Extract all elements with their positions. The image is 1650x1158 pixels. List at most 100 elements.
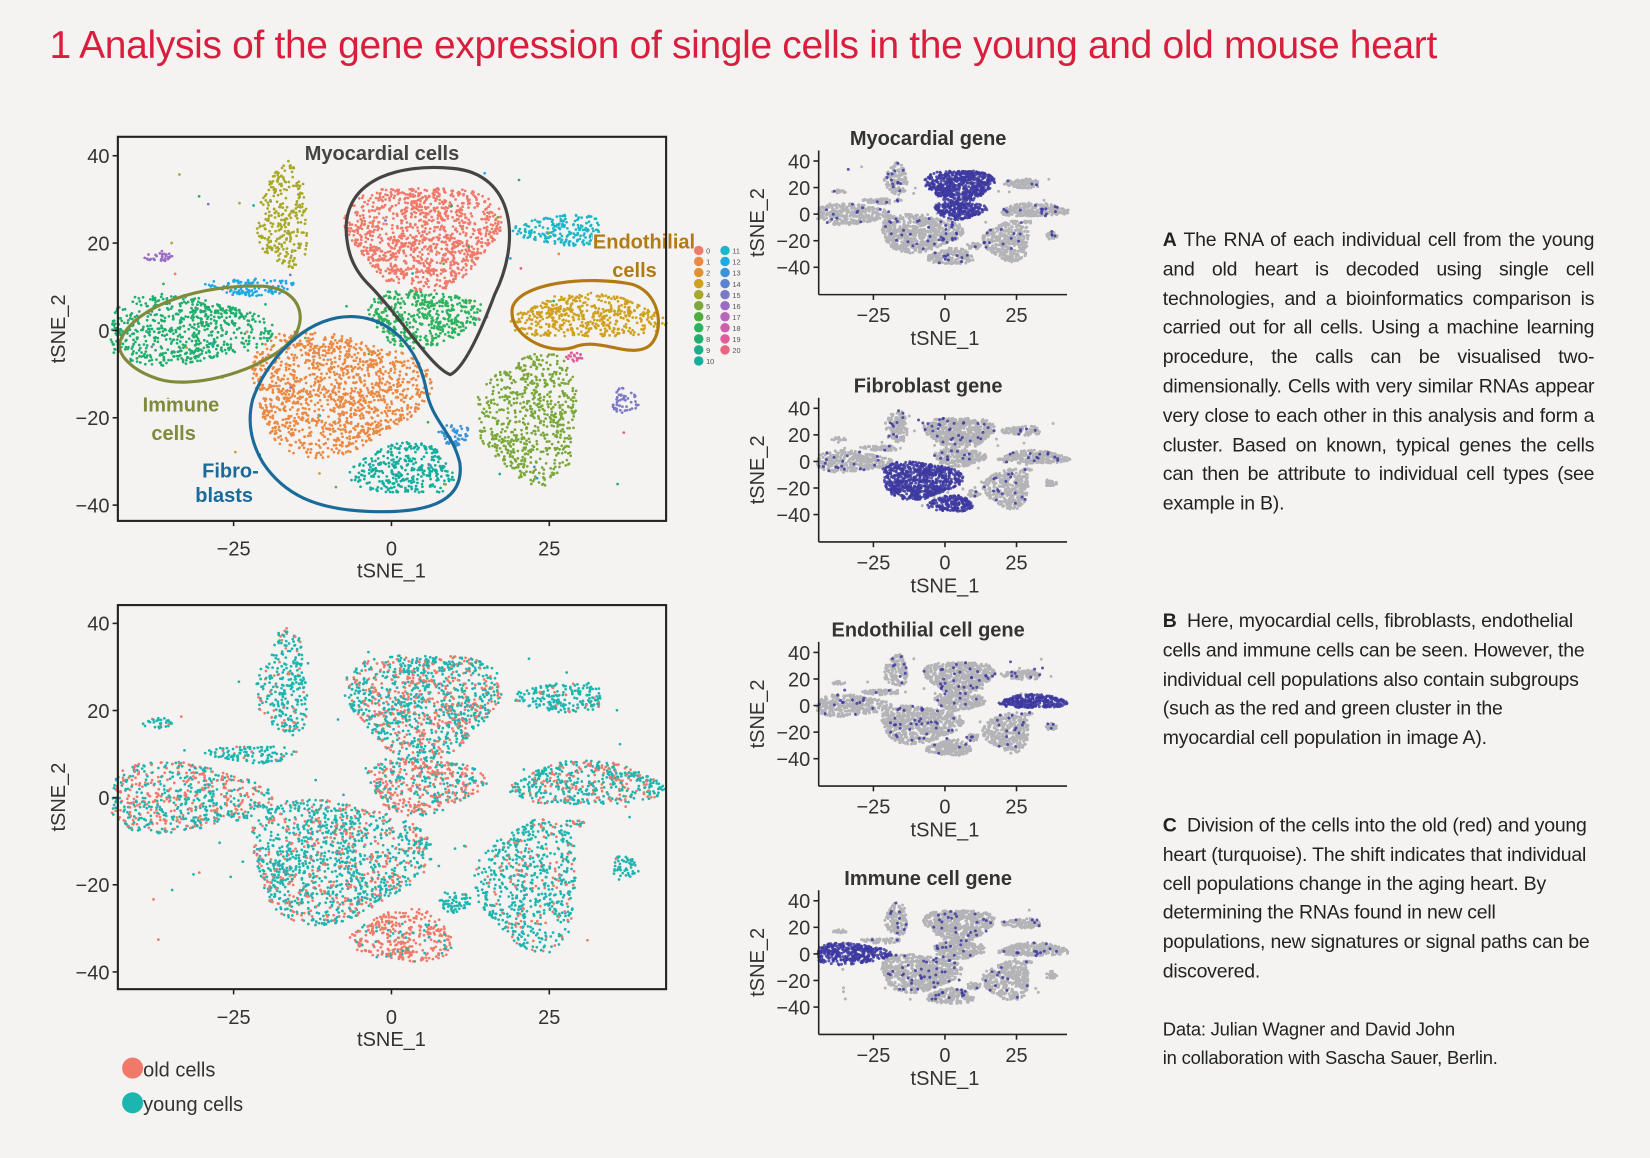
cell-point: [383, 383, 387, 386]
cell-point: [386, 290, 390, 294]
cell-point: [376, 423, 379, 427]
cell-point: [416, 328, 419, 331]
cell-point: [435, 278, 439, 282]
cell-point: [630, 301, 634, 305]
cell-point: [284, 389, 288, 393]
cell-point: [539, 304, 543, 308]
cell-point: [304, 375, 308, 379]
cell-point: [395, 480, 399, 483]
cell-point: [376, 450, 380, 454]
cell-point: [454, 319, 458, 323]
cell-point: [541, 301, 545, 305]
cell-point: [327, 389, 330, 393]
cell-point: [522, 373, 526, 377]
cell-point: [125, 314, 129, 318]
cell-point: [334, 339, 337, 342]
cell-point: [391, 391, 395, 395]
cell-point: [217, 311, 220, 315]
cell-point: [373, 472, 377, 476]
cell-point: [445, 243, 448, 247]
cell-point: [118, 331, 122, 335]
cell-point: [362, 457, 366, 461]
cell-point: [430, 447, 433, 450]
cell-point: [513, 428, 517, 432]
cell-point: [306, 343, 310, 347]
cell-point: [449, 261, 453, 264]
cell-point: [281, 423, 284, 427]
cell-point: [190, 360, 194, 364]
cell-point: [558, 366, 562, 370]
cell-point: [279, 434, 283, 438]
cell-point: [454, 240, 458, 244]
cell-point: [453, 236, 456, 240]
cell-point: [377, 475, 380, 478]
cell-point: [389, 340, 392, 344]
cell-point: [363, 379, 366, 383]
cell-point: [347, 221, 351, 225]
cell-point: [178, 325, 182, 329]
cell-point: [233, 350, 237, 354]
cell-point: [269, 348, 273, 351]
cell-point: [431, 455, 435, 459]
cell-point: [341, 362, 345, 366]
cell-point: [507, 435, 510, 439]
cell-point: [380, 257, 384, 260]
cell-point: [376, 349, 380, 352]
cell-point: [387, 424, 391, 428]
cell-point: [520, 437, 524, 441]
cell-point: [420, 482, 424, 486]
cell-point: [292, 424, 296, 428]
cell-point: [386, 456, 390, 460]
cell-point: [148, 353, 152, 357]
cell-point: [481, 194, 484, 198]
cell-point: [458, 221, 461, 225]
cell-point: [287, 414, 291, 418]
cell-point: [410, 201, 413, 205]
cell-point: [153, 336, 157, 340]
cell-point: [530, 322, 534, 326]
cell-point: [354, 424, 358, 428]
cell-point: [365, 252, 369, 255]
cell-point: [405, 323, 409, 327]
cell-point: [491, 223, 495, 227]
cell-point: [388, 381, 391, 385]
cell-point: [386, 409, 390, 412]
cell-point: [335, 341, 339, 345]
cell-point: [318, 398, 322, 402]
cell-point: [621, 296, 625, 300]
cell-point: [410, 213, 414, 217]
cell-point: [406, 472, 410, 476]
cell-point: [172, 332, 175, 336]
cell-point: [229, 337, 233, 341]
cell-point: [385, 479, 388, 482]
cell-point: [194, 348, 198, 352]
cell-point: [372, 362, 376, 366]
cell-point: [413, 242, 417, 246]
cell-point: [464, 326, 468, 330]
cell-point: [199, 359, 202, 363]
cell-point: [375, 216, 379, 219]
cell-point: [206, 327, 209, 331]
cell-point: [356, 231, 360, 235]
cell-point: [554, 312, 558, 315]
cell-point: [299, 417, 303, 421]
cell-point: [543, 484, 547, 487]
cell-point: [328, 376, 331, 379]
cell-point: [478, 398, 481, 402]
cell-point: [465, 319, 469, 323]
cell-point: [426, 305, 430, 309]
cell-point: [350, 223, 354, 226]
cell-point: [445, 323, 449, 326]
cell-point: [567, 421, 570, 424]
cell-point: [395, 408, 399, 412]
cell-point: [526, 355, 529, 359]
cell-point: [385, 406, 388, 410]
cell-point: [366, 237, 370, 241]
cell-point: [384, 389, 388, 393]
cell-point: [418, 203, 422, 206]
cell-point: [442, 339, 446, 343]
cell-point: [194, 339, 198, 343]
cell-point: [411, 383, 415, 387]
cell-point: [468, 320, 472, 324]
cell-point: [264, 417, 267, 421]
